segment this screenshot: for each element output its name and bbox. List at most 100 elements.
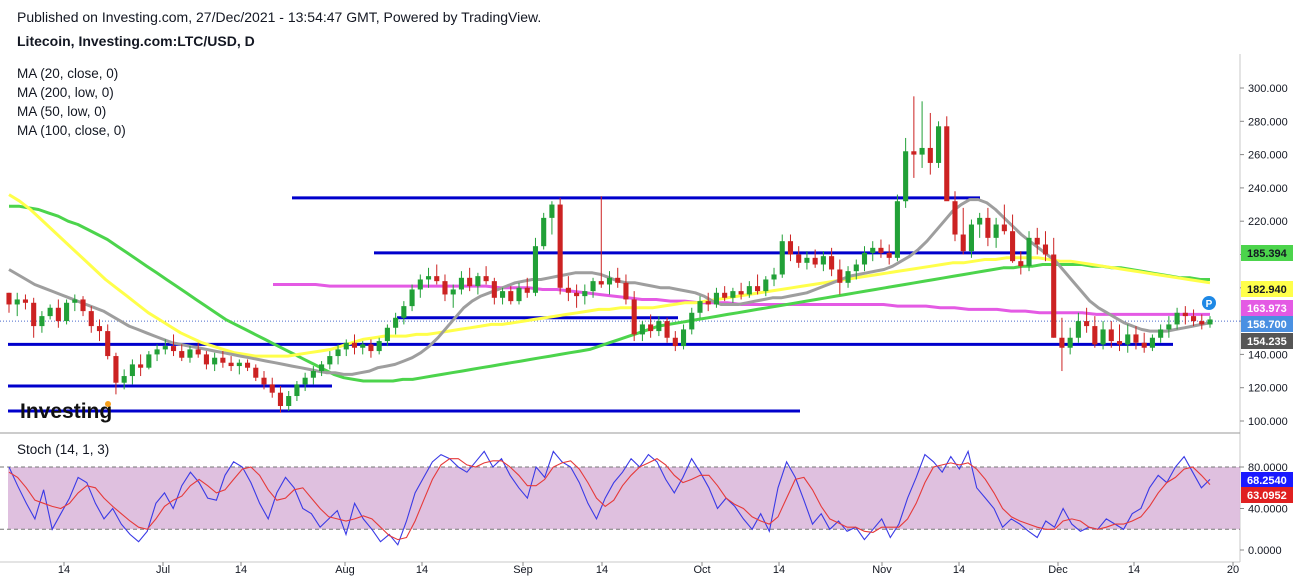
candle-down (738, 291, 744, 295)
candle-up (121, 376, 127, 383)
time-tick-label: 14 (58, 564, 70, 576)
candle-up (516, 287, 522, 302)
time-tick-label: 14 (596, 564, 608, 576)
investing-logo: Investing (20, 400, 112, 423)
candle-down (170, 346, 177, 352)
candle-up (319, 364, 325, 372)
candle-down (927, 147, 933, 163)
candle-down (368, 344, 374, 352)
candle-down (598, 281, 604, 285)
time-tick-label: 14 (953, 564, 965, 576)
candle-up (376, 341, 382, 352)
candle-up (129, 364, 135, 377)
candle-up (1149, 337, 1155, 348)
candle-down (648, 324, 654, 332)
candle-up (779, 241, 785, 275)
time-axis-ticks: 14 Jul 14 Aug 14 Sep 14 Oct 14 Nov 14 Dec 14 20 (58, 562, 1239, 576)
time-tick-label: 14 (235, 564, 247, 576)
p-marker-label: P (1206, 299, 1213, 310)
candle-up (1075, 321, 1081, 338)
price-tick-label: 260.000 (1248, 150, 1288, 162)
candle-down (55, 307, 61, 322)
candle-up (1125, 334, 1131, 345)
price-badge (1241, 316, 1293, 332)
candle-up (1026, 237, 1032, 267)
ma-legend: MA (20, close, 0) MA (200, low, 0) MA (5… (17, 64, 126, 140)
candle-up (286, 396, 292, 407)
candle-up (606, 277, 613, 285)
candle-up (804, 257, 810, 263)
candle-up (639, 324, 645, 335)
candle-down (557, 204, 563, 288)
candle-down (1018, 261, 1024, 267)
candle-up (162, 346, 168, 350)
price-badge-label: 163.973 (1247, 303, 1287, 315)
candle-up (409, 289, 415, 307)
candle-down (672, 337, 678, 347)
p-marker-circle (1202, 296, 1216, 310)
candle-down (442, 281, 448, 295)
stoch-band-fill (8, 467, 1240, 530)
candle-up (212, 357, 218, 365)
legend-ma50: MA (50, low, 0) (17, 104, 107, 119)
candle-up (294, 384, 300, 397)
price-badge-label: 158.700 (1247, 319, 1287, 331)
candle-up (689, 312, 695, 330)
candle-up (425, 276, 432, 280)
candle-up (993, 224, 999, 238)
price-badge-label: 182.940 (1247, 284, 1287, 296)
time-tick-label: 14 (773, 564, 785, 576)
price-badge-label: 185.394 (1247, 248, 1288, 260)
stoch-legend: Stoch (14, 1, 3) (17, 442, 110, 457)
candle-up (582, 291, 588, 297)
logo-wordmark: Investing (20, 400, 112, 423)
candle-down (245, 362, 251, 368)
logo-dot (105, 401, 111, 407)
stoch-lines (8, 449, 1211, 546)
candle-down (6, 292, 12, 305)
candle-down (886, 252, 892, 258)
candle-down (1059, 337, 1065, 348)
candles (6, 96, 1213, 413)
price-badges: 185.394 182.940 163.973 158.700 154.235 68.25… (1241, 245, 1293, 503)
candle-up (853, 264, 859, 272)
stoch-badge-label: 68.2540 (1247, 475, 1287, 487)
candle-down (1042, 244, 1049, 255)
candle-up (64, 302, 70, 322)
stoch-k-line (8, 449, 1211, 546)
published-caption: Published on Investing.com, 27/Dec/2021 … (17, 9, 542, 25)
candle-up (1174, 312, 1180, 325)
time-tick-label: Dec (1048, 564, 1068, 576)
legend-ma100: MA (100, close, 0) (17, 123, 126, 138)
candle-up (458, 277, 464, 290)
candle-up (475, 276, 481, 287)
candle-down (228, 362, 234, 367)
candle-up (968, 224, 974, 252)
candle-up (903, 151, 909, 202)
candle-down (944, 126, 950, 202)
candle-down (434, 276, 440, 282)
candle-down (623, 282, 629, 300)
time-tick-label: Oct (693, 564, 710, 576)
candle-down (1190, 316, 1197, 322)
candle-down (1133, 334, 1139, 343)
stoch-badge-label: 63.0952 (1247, 490, 1287, 502)
candle-up (302, 377, 308, 385)
candle-down (565, 287, 571, 293)
candle-up (401, 306, 407, 318)
price-badge (1241, 300, 1293, 316)
time-tick-label: Sep (513, 564, 533, 576)
candle-down (705, 301, 711, 305)
candle-up (746, 286, 752, 295)
candle-up (549, 204, 555, 218)
candle-up (935, 126, 942, 163)
time-tick-label: 14 (416, 564, 428, 576)
candle-down (787, 241, 794, 255)
stoch-tick-label: 0.0000 (1248, 545, 1282, 557)
price-tick-label: 240.000 (1248, 183, 1288, 195)
candle-up (393, 317, 399, 328)
candle-down (664, 321, 670, 338)
candle-down (812, 257, 818, 265)
candle-up (763, 279, 769, 292)
